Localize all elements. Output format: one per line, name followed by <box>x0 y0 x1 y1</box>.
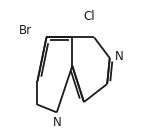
Text: N: N <box>52 116 61 129</box>
Text: Br: Br <box>19 25 33 37</box>
Text: N: N <box>115 50 124 63</box>
Text: Cl: Cl <box>83 10 95 23</box>
